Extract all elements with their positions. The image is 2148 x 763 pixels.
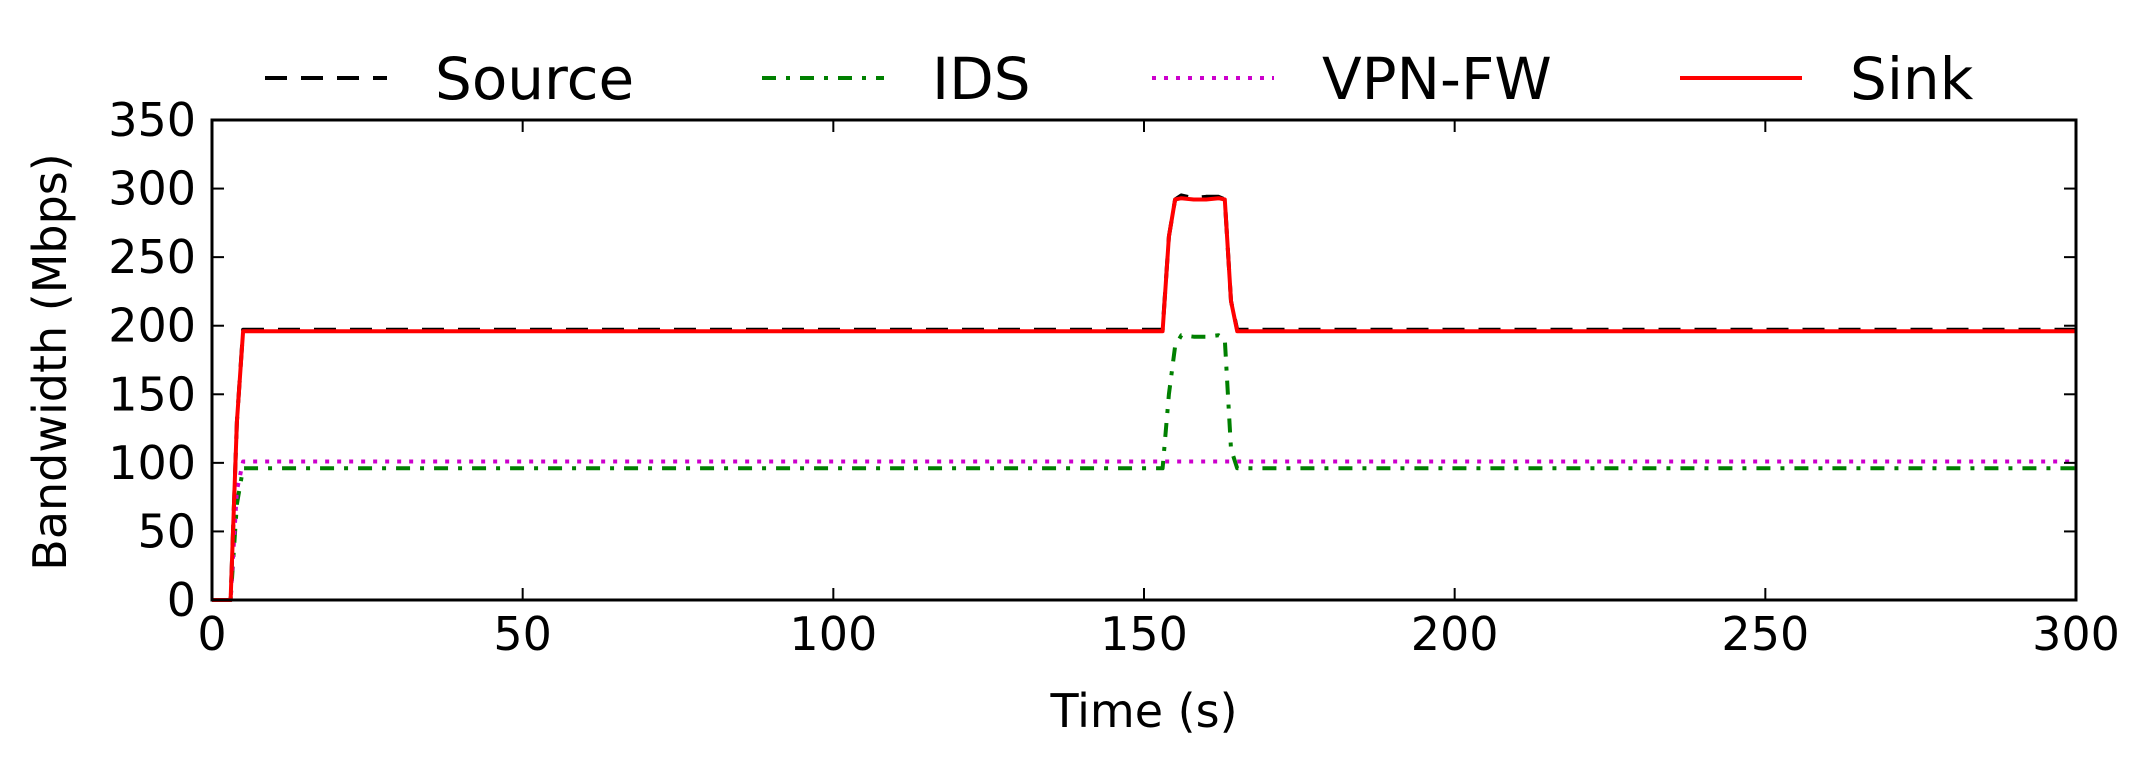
y-tick-label: 100 xyxy=(108,436,196,490)
x-tick-label: 50 xyxy=(493,607,552,661)
legend-label-vpn-fw: VPN-FW xyxy=(1322,45,1552,113)
y-tick-label: 50 xyxy=(137,504,196,558)
plot-frame xyxy=(210,118,2078,602)
x-tick-label: 300 xyxy=(2032,607,2120,661)
series-line-source xyxy=(212,193,2076,602)
legend-label-ids: IDS xyxy=(932,45,1031,113)
y-tick-label: 200 xyxy=(108,299,196,353)
x-tick-label: 200 xyxy=(1411,607,1499,661)
series-line-sink xyxy=(212,196,2076,602)
x-tick-label: 150 xyxy=(1100,607,1188,661)
y-tick-label: 150 xyxy=(108,367,196,421)
x-tick-label: 250 xyxy=(1721,607,1809,661)
legend-label-sink: Sink xyxy=(1850,45,1974,113)
x-tick-label: 100 xyxy=(789,607,877,661)
x-tick-label: 0 xyxy=(197,607,226,661)
y-tick-label: 250 xyxy=(108,230,196,284)
y-tick-label: 350 xyxy=(108,93,196,147)
legend-label-source: Source xyxy=(435,45,634,113)
y-tick-label: 0 xyxy=(167,573,196,627)
y-axis-label: Bandwidth (Mbps) xyxy=(23,153,77,570)
series-layer xyxy=(212,193,2076,602)
series-line-ids xyxy=(212,333,2076,602)
x-axis-label: Time (s) xyxy=(1049,684,1237,738)
series-line-vpn-fw xyxy=(212,459,2076,602)
legend: Source IDS VPN-FW Sink xyxy=(265,45,1974,113)
y-tick-label: 300 xyxy=(108,162,196,216)
